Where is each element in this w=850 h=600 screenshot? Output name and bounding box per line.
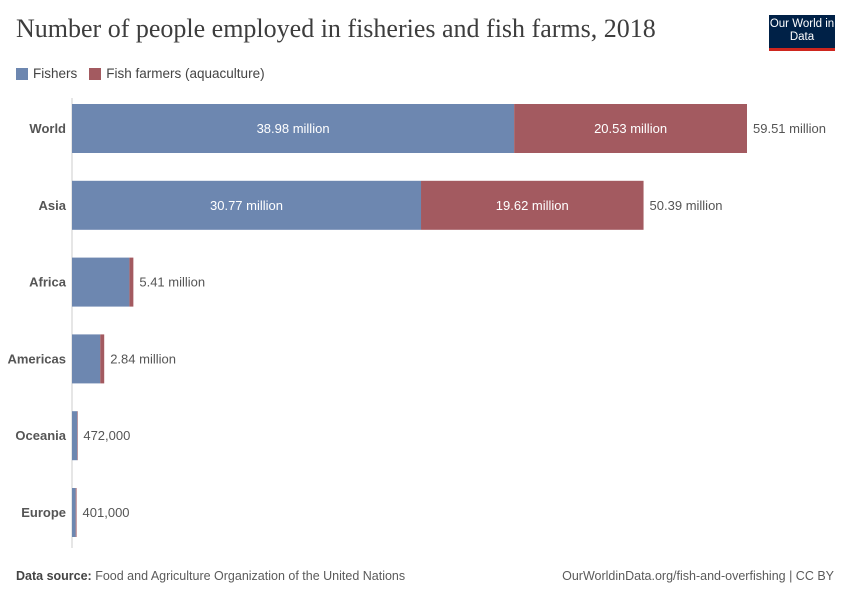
source-text: Food and Agriculture Organization of the… <box>95 569 406 583</box>
category-label: Africa <box>29 275 67 290</box>
source-label: Data source: <box>16 569 92 583</box>
bar-value-label: 38.98 million <box>257 121 330 136</box>
bar-fishers[interactable] <box>72 488 76 537</box>
category-label: Americas <box>7 351 66 366</box>
bar-value-label: 30.77 million <box>210 198 283 213</box>
bar-fishers[interactable] <box>72 180 422 230</box>
bar-fish-farmers[interactable] <box>129 257 134 307</box>
category-label: Asia <box>39 198 67 213</box>
bar-fish-farmers[interactable] <box>421 180 644 230</box>
category-label: World <box>29 121 66 136</box>
source-link[interactable]: OurWorldinData.org/fish-and-overfishing … <box>562 569 834 583</box>
bar-fishers[interactable] <box>72 411 78 461</box>
bar-fishers[interactable] <box>72 257 130 307</box>
total-label: 59.51 million <box>753 121 826 136</box>
bar-fishers[interactable] <box>72 104 515 153</box>
legend-item-fishers[interactable]: Fishers <box>16 66 77 81</box>
legend-swatch <box>16 67 28 80</box>
bar-fish-farmers[interactable] <box>100 334 105 384</box>
legend-swatch <box>89 67 102 80</box>
total-label: 5.41 million <box>139 275 205 290</box>
bar-value-label: 19.62 million <box>496 198 569 213</box>
bar-fish-farmers[interactable] <box>75 488 77 537</box>
category-label: Oceania <box>15 428 66 443</box>
category-label: Europe <box>21 505 66 520</box>
bar-fish-farmers[interactable] <box>514 104 747 153</box>
legend-label: Fishers <box>33 66 78 81</box>
data-source: Data source: Food and Agriculture Organi… <box>16 569 405 583</box>
total-label: 472,000 <box>83 428 130 443</box>
owid-logo[interactable]: Our World in Data <box>769 15 835 51</box>
bar-fish-farmers[interactable] <box>77 411 78 461</box>
bar-value-label: 20.53 million <box>594 121 667 136</box>
total-label: 401,000 <box>83 505 130 520</box>
legend-label: Fish farmers (aquaculture) <box>106 66 265 81</box>
bar-fishers[interactable] <box>72 334 101 384</box>
total-label: 2.84 million <box>110 351 176 366</box>
total-label: 50.39 million <box>650 198 723 213</box>
chart-title: Number of people employed in fisheries a… <box>16 14 656 43</box>
legend-item-fish-farmers[interactable]: Fish farmers (aquaculture) <box>89 66 265 81</box>
legend: Fishers Fish farmers (aquaculture) <box>16 66 265 81</box>
